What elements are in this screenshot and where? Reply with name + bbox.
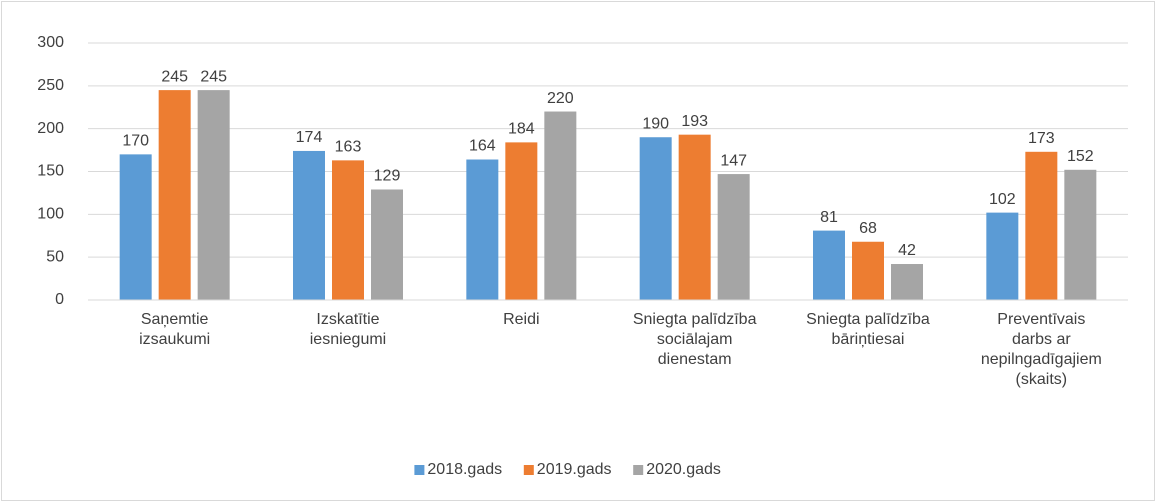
bar xyxy=(505,142,538,300)
data-label: 129 xyxy=(374,168,401,185)
bar xyxy=(466,159,499,300)
data-label: 152 xyxy=(1067,148,1094,165)
data-label: 174 xyxy=(296,129,323,146)
x-tick-label: Preventīvais darbs ar nepilngadīgajiem (… xyxy=(980,311,1102,388)
data-label: 173 xyxy=(1028,130,1055,147)
bar xyxy=(639,137,672,300)
x-tick-label: Reidi xyxy=(503,311,540,328)
y-tick-label: 100 xyxy=(37,206,64,223)
data-label: 147 xyxy=(720,152,747,169)
data-label: 190 xyxy=(642,115,669,132)
legend-label: 2020.gads xyxy=(646,461,721,478)
bar xyxy=(986,212,1019,300)
bar xyxy=(119,154,152,300)
data-label: 42 xyxy=(898,242,916,259)
data-label: 163 xyxy=(335,139,362,156)
data-label: 184 xyxy=(508,121,535,138)
data-label: 245 xyxy=(161,68,188,85)
bar xyxy=(891,264,923,300)
x-tick-label: Saņemtie izsaukumi xyxy=(139,311,211,348)
legend-swatch xyxy=(523,465,534,475)
x-tick-label: Sniegta palīdzība bāriņtiesai xyxy=(806,311,930,348)
bar xyxy=(1025,151,1058,300)
x-tick-label: Izskatītie iesniegumi xyxy=(309,311,387,348)
bar xyxy=(852,241,884,300)
legend-label: 2019.gads xyxy=(537,461,612,478)
bar xyxy=(544,111,577,301)
bar xyxy=(1064,169,1097,300)
y-tick-label: 0 xyxy=(55,291,64,308)
legend-label: 2018.gads xyxy=(427,461,502,478)
bar xyxy=(158,90,191,300)
bar xyxy=(813,230,845,300)
data-label: 245 xyxy=(200,68,227,85)
data-label: 102 xyxy=(989,191,1016,208)
data-label: 170 xyxy=(122,133,149,150)
data-label: 220 xyxy=(547,90,574,107)
y-tick-label: 50 xyxy=(46,248,64,265)
data-label: 68 xyxy=(859,220,877,237)
data-label: 81 xyxy=(820,209,838,226)
y-tick-label: 250 xyxy=(37,77,64,94)
bar xyxy=(371,189,403,300)
bar xyxy=(293,150,325,300)
y-tick-label: 150 xyxy=(37,163,64,180)
y-tick-label: 200 xyxy=(37,120,64,137)
y-tick-label: 300 xyxy=(37,34,64,51)
legend-swatch xyxy=(633,465,644,475)
bar xyxy=(332,160,364,300)
bar xyxy=(717,174,750,300)
legend-swatch xyxy=(414,465,425,475)
bar xyxy=(678,134,711,300)
bar xyxy=(197,90,230,300)
data-label: 193 xyxy=(681,113,708,130)
data-label: 164 xyxy=(469,138,496,155)
x-tick-label: Sniegta palīdzība sociālajam dienestam xyxy=(632,311,757,368)
